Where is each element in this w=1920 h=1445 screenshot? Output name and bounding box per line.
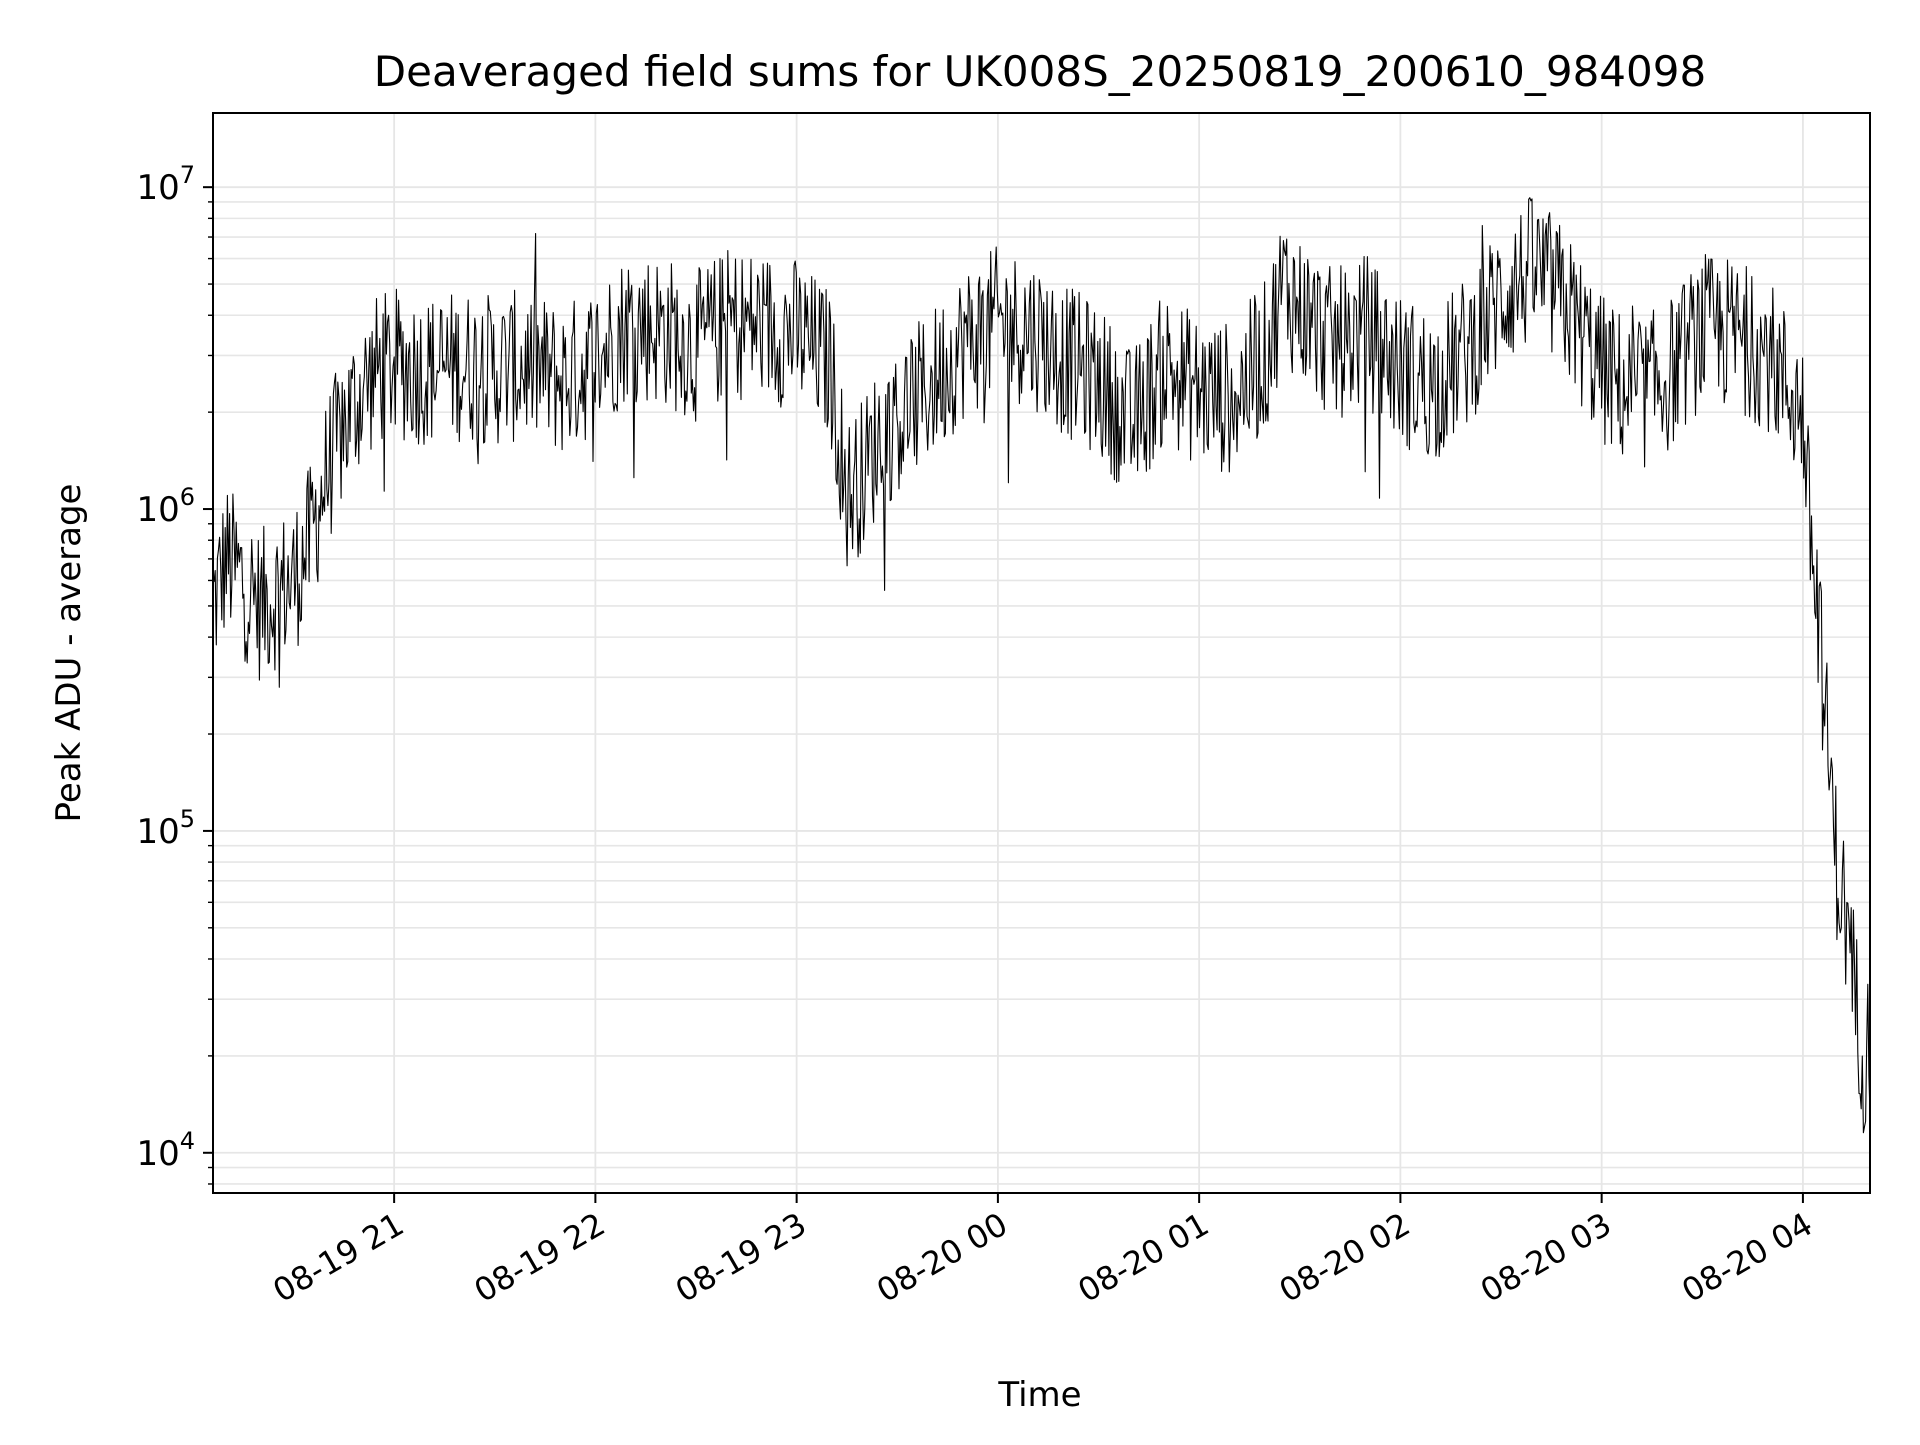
x-axis-label: Time [997, 1375, 1081, 1415]
y-axis-label: Peak ADU - average [49, 484, 89, 823]
y-tick-label: 104 [136, 1127, 195, 1174]
series-line [212, 197, 1871, 1134]
chart-title: Deaveraged field sums for UK008S_2025081… [374, 47, 1706, 96]
y-tick-label: 106 [136, 483, 195, 530]
y-tick-label: 105 [136, 805, 195, 852]
y-tick-label: 107 [136, 161, 195, 208]
grid [213, 113, 1870, 1193]
plot-frame [212, 112, 1871, 1194]
